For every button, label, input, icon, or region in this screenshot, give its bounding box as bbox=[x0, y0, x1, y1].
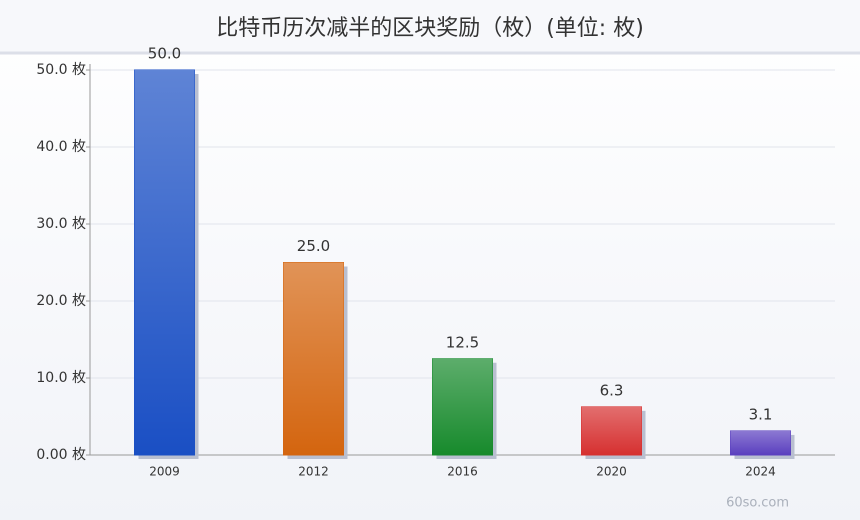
value-label: 50.0 bbox=[148, 45, 181, 63]
chart-title: 比特币历次减半的区块奖励（枚）(单位: 枚) bbox=[216, 16, 644, 41]
bar-shine bbox=[432, 358, 493, 455]
value-label: 6.3 bbox=[600, 381, 624, 399]
watermark: 60so.com bbox=[726, 496, 789, 511]
x-tick-label: 2012 bbox=[298, 465, 329, 479]
y-tick-label: 0.00 枚 bbox=[36, 447, 86, 463]
bar-shine bbox=[730, 430, 791, 455]
x-tick-label: 2020 bbox=[596, 465, 627, 479]
bar-shine bbox=[581, 406, 642, 455]
y-tick-label: 20.0 枚 bbox=[36, 293, 86, 309]
y-tick-label: 30.0 枚 bbox=[36, 216, 86, 232]
x-tick-label: 2024 bbox=[745, 465, 776, 479]
y-tick-label: 10.0 枚 bbox=[36, 370, 86, 386]
y-tick-label: 40.0 枚 bbox=[36, 139, 86, 155]
value-label: 3.1 bbox=[749, 405, 773, 423]
header bbox=[0, 0, 860, 52]
y-tick-label: 50.0 枚 bbox=[36, 62, 86, 78]
bar-shine bbox=[283, 262, 344, 455]
value-label: 12.5 bbox=[446, 333, 479, 351]
x-tick-label: 2009 bbox=[149, 465, 180, 479]
x-tick-label: 2016 bbox=[447, 465, 478, 479]
value-label: 25.0 bbox=[297, 237, 330, 255]
bar-shine bbox=[134, 70, 195, 455]
